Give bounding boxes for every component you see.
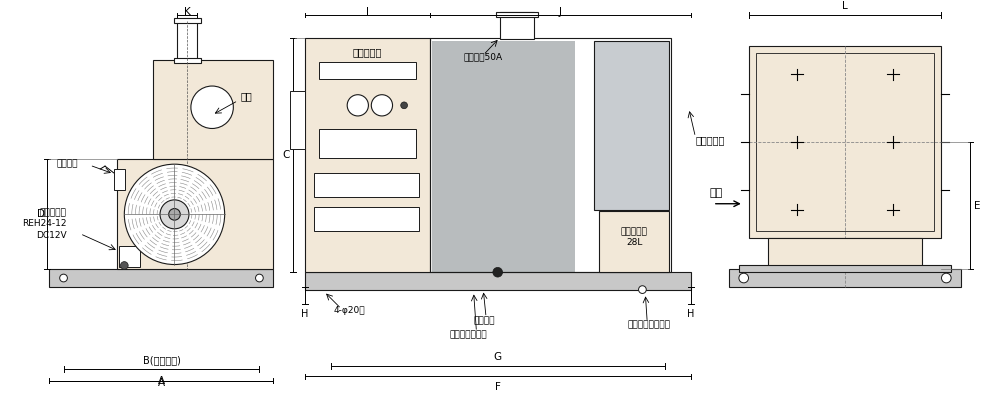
Bar bbox=[430, 38, 671, 272]
Text: J: J bbox=[559, 7, 562, 17]
Bar bbox=[177, 21, 197, 60]
Bar bbox=[729, 269, 961, 287]
Text: 負荷端子: 負荷端子 bbox=[57, 160, 78, 169]
Text: H: H bbox=[687, 309, 694, 319]
Circle shape bbox=[941, 273, 951, 283]
Circle shape bbox=[401, 102, 407, 109]
Bar bbox=[305, 272, 691, 290]
Text: 耐震ストッパー: 耐震ストッパー bbox=[449, 331, 487, 340]
Bar bbox=[314, 173, 419, 197]
Bar bbox=[305, 38, 430, 272]
Text: H: H bbox=[301, 309, 308, 319]
Text: 燃料タンク
28L: 燃料タンク 28L bbox=[621, 227, 648, 247]
Bar bbox=[49, 269, 273, 287]
Bar bbox=[739, 264, 951, 272]
Circle shape bbox=[124, 164, 225, 264]
Circle shape bbox=[639, 286, 646, 294]
Bar bbox=[768, 239, 922, 269]
Bar bbox=[290, 91, 305, 149]
Circle shape bbox=[60, 274, 67, 282]
Circle shape bbox=[191, 86, 233, 129]
Text: 燃料タンクドレン: 燃料タンクドレン bbox=[628, 321, 671, 330]
Text: 4-φ20穴: 4-φ20穴 bbox=[334, 306, 365, 315]
Text: D: D bbox=[37, 209, 45, 219]
Circle shape bbox=[169, 209, 180, 220]
Text: 自動制御盤: 自動制御盤 bbox=[353, 47, 382, 57]
Circle shape bbox=[493, 267, 503, 277]
Bar bbox=[319, 129, 416, 158]
Text: 排風: 排風 bbox=[710, 188, 723, 198]
Text: バッテリー
REH24-12
DC12V: バッテリー REH24-12 DC12V bbox=[22, 208, 66, 240]
Text: 排気出口50A: 排気出口50A bbox=[464, 53, 503, 62]
Bar bbox=[319, 62, 416, 79]
Bar bbox=[432, 41, 575, 272]
Text: K: K bbox=[184, 7, 190, 17]
Bar bbox=[749, 46, 941, 239]
Text: B(アンカー): B(アンカー) bbox=[143, 355, 180, 365]
Bar bbox=[594, 41, 669, 209]
Circle shape bbox=[371, 95, 393, 116]
Circle shape bbox=[256, 274, 263, 282]
Circle shape bbox=[120, 262, 128, 269]
Text: I: I bbox=[366, 7, 369, 17]
Text: A: A bbox=[157, 376, 165, 386]
Text: C: C bbox=[282, 150, 289, 160]
Text: ベル: ベル bbox=[240, 92, 252, 102]
Bar bbox=[153, 60, 273, 159]
Text: E: E bbox=[974, 201, 981, 211]
Bar bbox=[314, 207, 419, 231]
Bar bbox=[114, 169, 125, 190]
Circle shape bbox=[347, 95, 368, 116]
Bar bbox=[119, 246, 140, 267]
Text: 防振ゴム: 防振ゴム bbox=[474, 316, 495, 325]
Bar bbox=[496, 12, 538, 17]
Circle shape bbox=[739, 273, 749, 283]
Text: G: G bbox=[494, 352, 502, 362]
Bar bbox=[174, 58, 201, 63]
Circle shape bbox=[160, 200, 189, 229]
Text: ラジエータ: ラジエータ bbox=[695, 135, 725, 145]
Bar bbox=[174, 18, 201, 23]
Text: F: F bbox=[495, 382, 501, 392]
Bar bbox=[500, 12, 534, 39]
Bar bbox=[117, 159, 273, 269]
Text: L: L bbox=[842, 1, 848, 11]
Bar bbox=[756, 53, 934, 231]
Text: A: A bbox=[157, 378, 165, 388]
Bar bbox=[599, 211, 669, 272]
